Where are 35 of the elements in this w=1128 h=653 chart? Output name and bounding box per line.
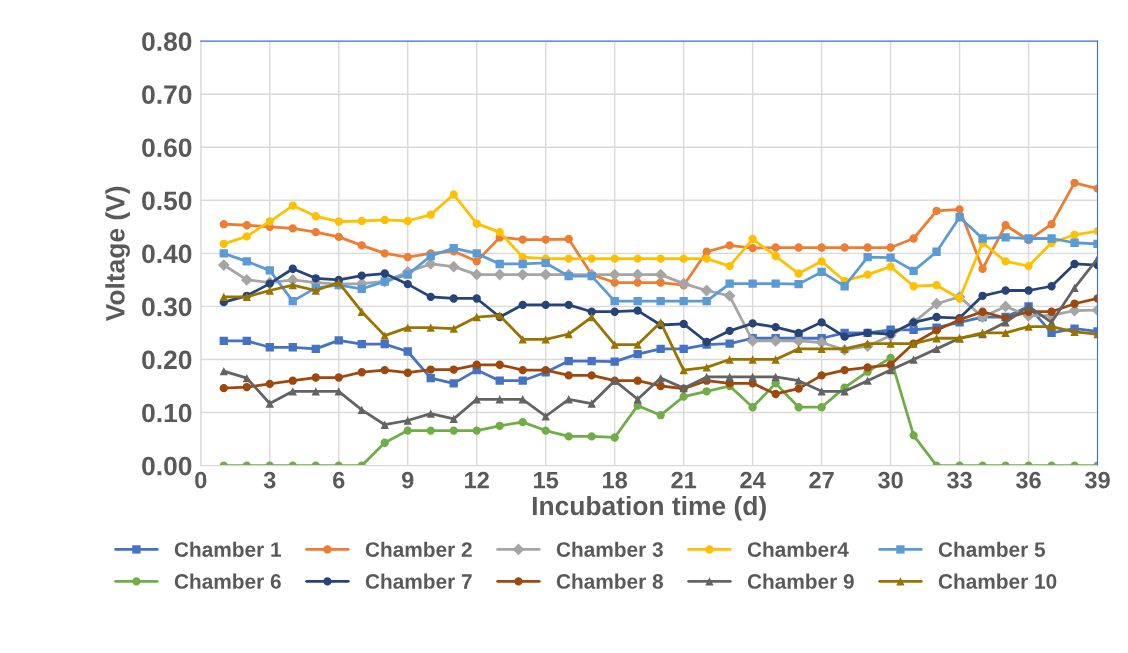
legend-label: Chamber 9 — [747, 573, 854, 589]
legend-label: Chamber 5 — [938, 541, 1046, 557]
x-tick-label: 24 — [740, 471, 766, 489]
y-tick-label: 0.20 — [142, 350, 192, 370]
x-tick-label: 0 — [195, 471, 207, 489]
x-tick-label: 36 — [1015, 471, 1041, 489]
x-tick-label: 3 — [263, 471, 276, 489]
legend-label: Chamber 2 — [365, 541, 472, 557]
legend-label: Chamber 10 — [938, 573, 1057, 589]
legend-label: Chamber 8 — [556, 573, 663, 589]
legend-label: Chamber 7 — [365, 573, 472, 589]
y-tick-label: 0.70 — [142, 85, 192, 105]
x-tick-label: 18 — [603, 471, 628, 489]
legend-label: Chamber 3 — [556, 541, 663, 557]
x-tick-label: 12 — [465, 471, 489, 489]
x-tick-label: 15 — [534, 472, 559, 489]
legend-label: Chamber 6 — [174, 573, 281, 589]
x-tick-label: 27 — [809, 471, 834, 489]
y-tick-label: 0.10 — [142, 403, 192, 423]
x-tick-label: 30 — [878, 471, 903, 489]
y-axis-title: Voltage (V) — [105, 186, 130, 322]
x-tick-label: 39 — [1084, 471, 1110, 489]
y-tick-label: 0.30 — [142, 297, 192, 317]
y-tick-label: 0.00 — [142, 456, 192, 476]
x-tick-label: 9 — [401, 471, 414, 489]
legend-label: Chamber4 — [747, 541, 849, 557]
x-tick-label: 21 — [671, 471, 697, 489]
y-tick-label: 0.50 — [142, 191, 192, 211]
y-tick-label: 0.40 — [142, 244, 192, 264]
x-tick-label: 6 — [333, 471, 345, 489]
x-tick-label: 33 — [946, 471, 972, 489]
y-tick-label: 0.80 — [142, 32, 192, 51]
y-tick-label: 0.60 — [142, 138, 192, 158]
legend-label: Chamber 1 — [174, 541, 282, 557]
x-axis-title: Incubation time (d) — [532, 495, 766, 521]
